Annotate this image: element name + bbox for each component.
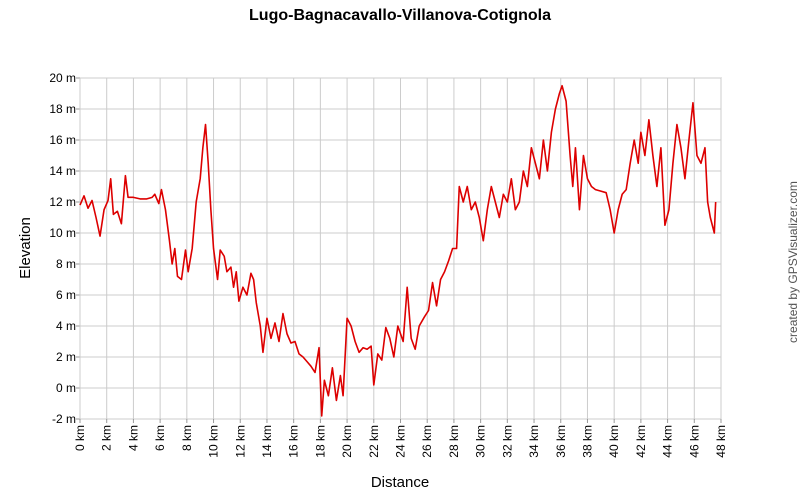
x-tick-label: 10 km: [207, 425, 221, 458]
x-tick-label: 36 km: [554, 425, 568, 458]
x-axis-label: Distance: [371, 474, 429, 491]
y-tick-label: 16 m: [49, 133, 76, 147]
x-tick-label: 34 km: [527, 425, 541, 458]
x-tick-label: 18 km: [313, 425, 327, 458]
x-tick-label: 40 km: [607, 425, 621, 458]
x-tick-label: 22 km: [367, 425, 381, 458]
y-tick-label: 18 m: [49, 102, 76, 116]
y-tick-label: 4 m: [56, 319, 76, 333]
elevation-line: [79, 84, 717, 417]
chart-title: Lugo-Bagnacavallo-Villanova-Cotignola: [249, 7, 551, 24]
x-tick-label: 38 km: [580, 425, 594, 458]
x-tick-label: 0 km: [73, 425, 87, 451]
y-tick-label: -2 m: [52, 412, 76, 426]
x-tick-label: 20 km: [340, 425, 354, 458]
x-tick-label: 32 km: [500, 425, 514, 458]
x-tick-label: 6 km: [153, 425, 167, 451]
x-tick-label: 14 km: [260, 425, 274, 458]
x-tick-label: 44 km: [661, 425, 675, 458]
x-tick-label: 30 km: [474, 425, 488, 458]
y-tick-label: 6 m: [56, 288, 76, 302]
y-tick-label: 2 m: [56, 350, 76, 364]
y-axis-label: Elevation: [17, 217, 34, 279]
y-tick-label: 0 m: [56, 381, 76, 395]
x-tick-label: 26 km: [420, 425, 434, 458]
x-tick-label: 46 km: [687, 425, 701, 458]
x-tick-label: 42 km: [634, 425, 648, 458]
x-tick-label: 2 km: [100, 425, 114, 451]
x-tick-label: 16 km: [287, 425, 301, 458]
x-tick-label: 12 km: [233, 425, 247, 458]
x-tick-label: 8 km: [180, 425, 194, 451]
y-tick-label: 8 m: [56, 257, 76, 271]
y-tick-label: 12 m: [49, 195, 76, 209]
x-tick-label: 28 km: [447, 425, 461, 458]
x-tick-label: 4 km: [126, 425, 140, 451]
x-tick-label: 24 km: [394, 425, 408, 458]
x-tick-label: 48 km: [714, 425, 728, 458]
y-tick-label: 10 m: [49, 226, 76, 240]
credit: created by GPSVisualizer.com: [786, 181, 800, 343]
y-tick-label: 14 m: [49, 164, 76, 178]
y-tick-label: 20 m: [49, 71, 76, 85]
